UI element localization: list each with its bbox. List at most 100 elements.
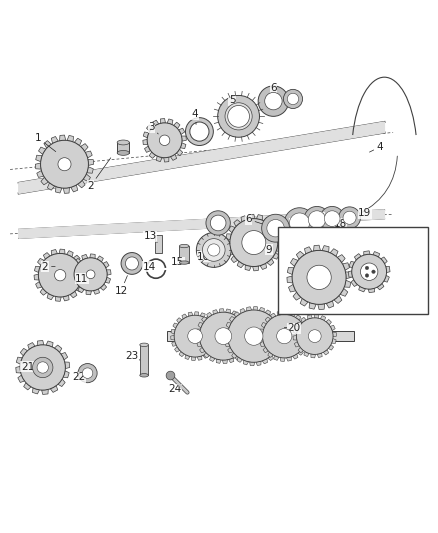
Text: 4: 4 [370, 142, 383, 152]
Text: 16: 16 [290, 219, 303, 229]
Polygon shape [38, 259, 44, 265]
Polygon shape [326, 319, 332, 325]
Polygon shape [152, 120, 159, 126]
Polygon shape [332, 332, 336, 337]
Polygon shape [215, 333, 219, 337]
Polygon shape [80, 278, 86, 284]
Polygon shape [58, 379, 65, 386]
Circle shape [58, 158, 71, 171]
Polygon shape [51, 249, 57, 255]
Circle shape [230, 219, 278, 266]
Polygon shape [293, 329, 298, 334]
Polygon shape [226, 241, 230, 247]
Polygon shape [106, 270, 111, 275]
Circle shape [297, 318, 333, 354]
Text: 20: 20 [284, 324, 300, 333]
Polygon shape [93, 289, 99, 294]
Text: 24: 24 [168, 384, 181, 394]
Polygon shape [42, 390, 48, 394]
Circle shape [215, 328, 232, 344]
Circle shape [360, 263, 378, 280]
Polygon shape [78, 180, 85, 188]
Polygon shape [377, 284, 384, 290]
Circle shape [166, 371, 175, 380]
Polygon shape [322, 246, 329, 252]
Polygon shape [35, 266, 40, 272]
Text: 4: 4 [192, 109, 198, 125]
Polygon shape [330, 249, 338, 256]
Polygon shape [276, 344, 282, 350]
Polygon shape [337, 255, 345, 263]
Text: 10: 10 [197, 251, 210, 262]
Polygon shape [210, 320, 215, 326]
Circle shape [304, 206, 330, 232]
Polygon shape [267, 259, 274, 265]
Polygon shape [273, 350, 278, 356]
Polygon shape [340, 288, 348, 296]
Polygon shape [351, 280, 357, 287]
Polygon shape [259, 329, 264, 334]
Circle shape [37, 362, 48, 373]
Polygon shape [100, 284, 106, 290]
Polygon shape [253, 266, 259, 271]
Polygon shape [78, 262, 85, 269]
Circle shape [324, 211, 340, 227]
Circle shape [228, 106, 250, 127]
Polygon shape [224, 335, 228, 340]
Polygon shape [228, 348, 233, 353]
Polygon shape [223, 360, 227, 364]
Polygon shape [237, 357, 243, 362]
Circle shape [147, 123, 182, 158]
Polygon shape [296, 322, 301, 328]
Polygon shape [290, 259, 298, 266]
Polygon shape [197, 342, 201, 346]
Polygon shape [59, 249, 65, 254]
Polygon shape [143, 140, 148, 144]
Polygon shape [346, 272, 351, 279]
Polygon shape [149, 152, 155, 158]
Bar [117, 142, 129, 153]
Polygon shape [226, 322, 231, 328]
Polygon shape [226, 234, 231, 240]
Text: 15: 15 [171, 257, 184, 267]
Polygon shape [224, 329, 229, 334]
Polygon shape [197, 356, 202, 360]
Polygon shape [35, 163, 41, 169]
Text: 25: 25 [318, 293, 331, 306]
Polygon shape [265, 310, 271, 315]
Polygon shape [256, 215, 262, 220]
Polygon shape [332, 338, 336, 344]
Polygon shape [196, 329, 201, 334]
Ellipse shape [180, 261, 189, 264]
Polygon shape [41, 177, 49, 185]
Polygon shape [301, 317, 306, 322]
Polygon shape [63, 371, 69, 378]
Circle shape [174, 315, 216, 357]
Circle shape [125, 257, 138, 270]
Polygon shape [47, 294, 54, 300]
Polygon shape [167, 119, 173, 125]
Circle shape [41, 140, 88, 188]
Polygon shape [173, 122, 180, 128]
Text: 12: 12 [114, 276, 128, 296]
Polygon shape [304, 247, 312, 254]
Polygon shape [179, 351, 184, 357]
Circle shape [245, 327, 263, 345]
Polygon shape [314, 245, 321, 251]
Polygon shape [44, 141, 51, 148]
Polygon shape [201, 317, 207, 322]
Polygon shape [277, 311, 282, 316]
Polygon shape [297, 252, 304, 259]
Circle shape [267, 220, 284, 237]
Polygon shape [145, 146, 151, 152]
Polygon shape [20, 349, 28, 356]
Polygon shape [240, 350, 245, 356]
Polygon shape [35, 281, 42, 288]
Polygon shape [318, 304, 325, 310]
Polygon shape [287, 276, 293, 283]
Polygon shape [214, 326, 219, 331]
Polygon shape [182, 314, 187, 319]
Polygon shape [74, 259, 81, 265]
Text: 2: 2 [87, 158, 111, 191]
Circle shape [228, 310, 280, 362]
